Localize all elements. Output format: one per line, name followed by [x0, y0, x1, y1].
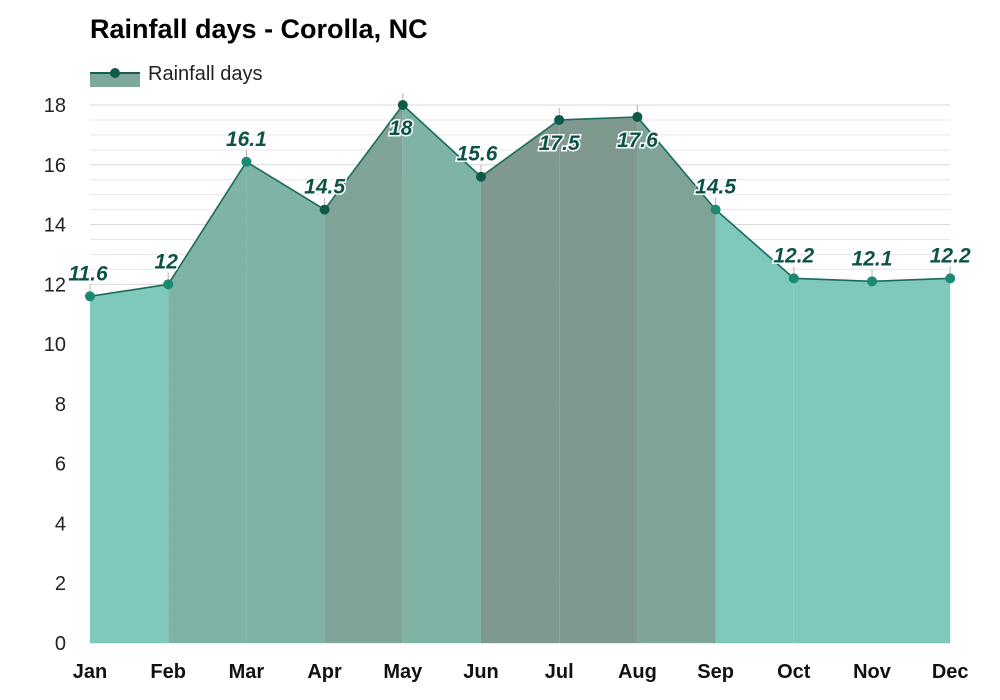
x-tick-label-dec: Dec [932, 661, 969, 683]
chart-title: Rainfall days - Corolla, NC [90, 14, 428, 44]
y-tick-label: 16 [44, 155, 66, 177]
y-tick-label: 2 [55, 573, 66, 595]
data-label-aug: 17.6 [617, 129, 658, 152]
area-band-sep [715, 209, 794, 643]
data-label-oct: 12.2 [773, 244, 814, 267]
y-tick-label: 6 [55, 454, 66, 476]
x-tick-label-jul: Jul [545, 661, 574, 683]
x-tick-label-may: May [383, 661, 423, 683]
y-tick-label: 8 [55, 394, 66, 416]
x-tick-label-apr: Apr [307, 661, 342, 683]
x-axis-tick-labels: Jan Feb Mar Apr May Jun Jul Aug Sep Oct Nov Dec [73, 661, 969, 683]
data-labels: 11.6 12 16.1 14.5 18 15.6 17.5 17.6 14.5 12.2 12.1… [67, 116, 973, 287]
data-label-jan: 11.6 [68, 262, 108, 285]
data-point-sep[interactable] [710, 204, 721, 215]
area-band-feb [168, 161, 247, 644]
x-tick-label-nov: Nov [853, 661, 892, 683]
legend-label: Rainfall days [148, 62, 263, 85]
y-tick-label: 18 [44, 95, 66, 117]
data-label-jul: 17.5 [539, 132, 580, 155]
y-tick-label: 10 [44, 334, 66, 356]
area-band-jun [481, 119, 560, 643]
data-point-dec[interactable] [945, 273, 956, 284]
data-point-mar[interactable] [241, 156, 252, 167]
data-label-dec: 12.2 [930, 244, 971, 267]
x-tick-label-aug: Aug [618, 661, 657, 683]
x-tick-label-jan: Jan [73, 661, 107, 683]
data-label-may: 18 [389, 117, 413, 140]
x-tick-label-mar: Mar [229, 661, 265, 683]
y-tick-label: 14 [44, 215, 66, 237]
y-tick-label: 12 [44, 274, 66, 296]
x-tick-label-feb: Feb [150, 661, 186, 683]
rainfall-days-line [89, 103, 951, 298]
area-fill [90, 105, 951, 644]
data-label-apr: 14.5 [304, 176, 345, 199]
area-band-apr [324, 105, 403, 643]
area-band-nov [872, 278, 951, 643]
y-tick-label: 0 [55, 633, 66, 655]
data-point-oct[interactable] [788, 273, 799, 284]
data-label-sep: 14.5 [695, 176, 736, 199]
series-line [89, 103, 951, 298]
data-point-jan[interactable] [85, 291, 95, 302]
data-point-jun[interactable] [476, 171, 486, 182]
data-point-feb[interactable] [163, 279, 174, 290]
legend-swatch [90, 61, 140, 87]
data-point-apr[interactable] [319, 204, 330, 215]
data-label-feb: 12 [155, 250, 179, 273]
y-tick-label: 4 [55, 513, 66, 535]
x-tick-label-oct: Oct [777, 661, 811, 683]
x-tick-label-jun: Jun [463, 661, 499, 683]
data-point-aug[interactable] [632, 111, 643, 122]
data-point-nov[interactable] [867, 276, 877, 287]
area-band-oct [793, 278, 872, 643]
data-points [85, 93, 956, 302]
area-band-aug [637, 116, 716, 643]
x-tick-label-sep: Sep [697, 661, 734, 683]
data-point-jul[interactable] [554, 114, 565, 125]
area-band-jul [559, 116, 638, 643]
data-point-may[interactable] [397, 100, 408, 110]
area-band-may [402, 105, 481, 643]
area-band-jan [90, 284, 169, 643]
data-label-nov: 12.1 [852, 247, 893, 270]
y-axis-tick-labels: 0 2 4 6 8 10 12 14 16 18 [44, 95, 66, 655]
data-label-jun: 15.6 [457, 143, 498, 166]
area-band-mar [246, 161, 325, 644]
data-label-mar: 16.1 [226, 128, 267, 151]
legend[interactable]: Rainfall days [90, 60, 263, 88]
